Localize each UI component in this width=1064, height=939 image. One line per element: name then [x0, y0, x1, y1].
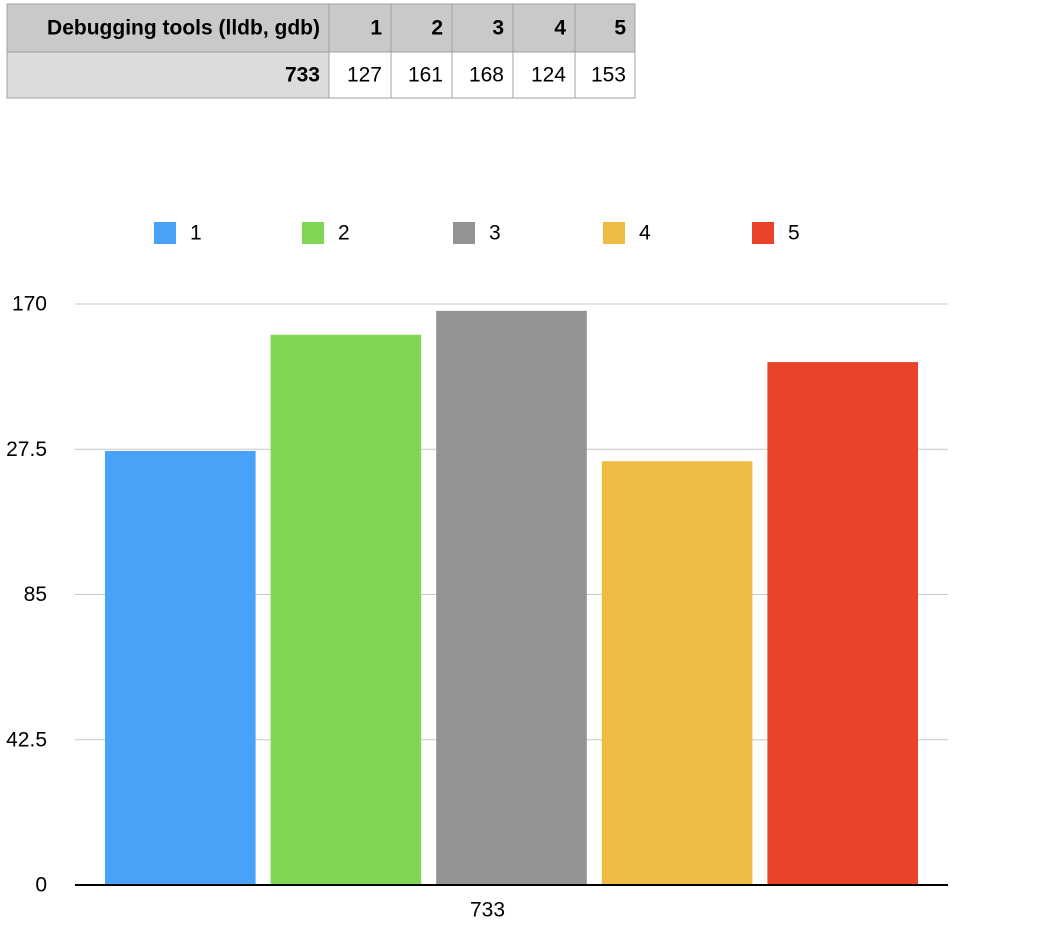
legend-label: 4 — [639, 222, 651, 245]
table-value: 124 — [531, 64, 566, 87]
table-value: 161 — [408, 64, 443, 87]
table-cell — [328, 3, 392, 53]
legend-label: 2 — [338, 222, 350, 245]
table-cell — [6, 3, 330, 53]
row-header: 733 — [285, 64, 320, 87]
table-cell — [512, 51, 576, 99]
bar — [767, 362, 918, 886]
table-value: 153 — [591, 64, 626, 87]
column-header: 4 — [554, 17, 566, 40]
table-value: 168 — [469, 64, 504, 87]
table-cell — [451, 51, 514, 99]
legend-label: 1 — [190, 222, 202, 245]
table-cell — [6, 51, 330, 99]
column-header: 3 — [492, 17, 504, 40]
y-tick-label: 170 — [12, 293, 47, 316]
column-header: 5 — [614, 17, 626, 40]
table-value: 127 — [347, 64, 382, 87]
y-tick-label: 0 — [35, 874, 47, 897]
legend-swatch — [302, 222, 324, 244]
table-cell — [451, 3, 514, 53]
legend-swatch — [154, 222, 176, 244]
table-cell — [574, 51, 636, 99]
bar — [601, 461, 753, 885]
legend-swatch — [752, 222, 774, 244]
table-cell — [390, 51, 453, 99]
y-tick-label: 42.5 — [6, 728, 47, 751]
table-title: Debugging tools (lldb, gdb) — [47, 17, 320, 40]
column-header: 2 — [431, 17, 443, 40]
column-header: 1 — [370, 17, 382, 40]
legend-label: 5 — [788, 222, 800, 245]
x-tick-label: 733 — [470, 899, 505, 922]
bar — [270, 334, 422, 886]
bar — [105, 450, 256, 885]
y-tick-label: 85 — [24, 583, 47, 606]
legend-swatch — [603, 222, 625, 244]
table-cell — [574, 3, 636, 53]
legend-label: 3 — [489, 222, 501, 245]
bar — [436, 310, 587, 885]
legend-swatch — [453, 222, 475, 244]
table-cell — [328, 51, 392, 99]
y-tick-label: 27.5 — [6, 438, 47, 461]
table-cell — [512, 3, 576, 53]
